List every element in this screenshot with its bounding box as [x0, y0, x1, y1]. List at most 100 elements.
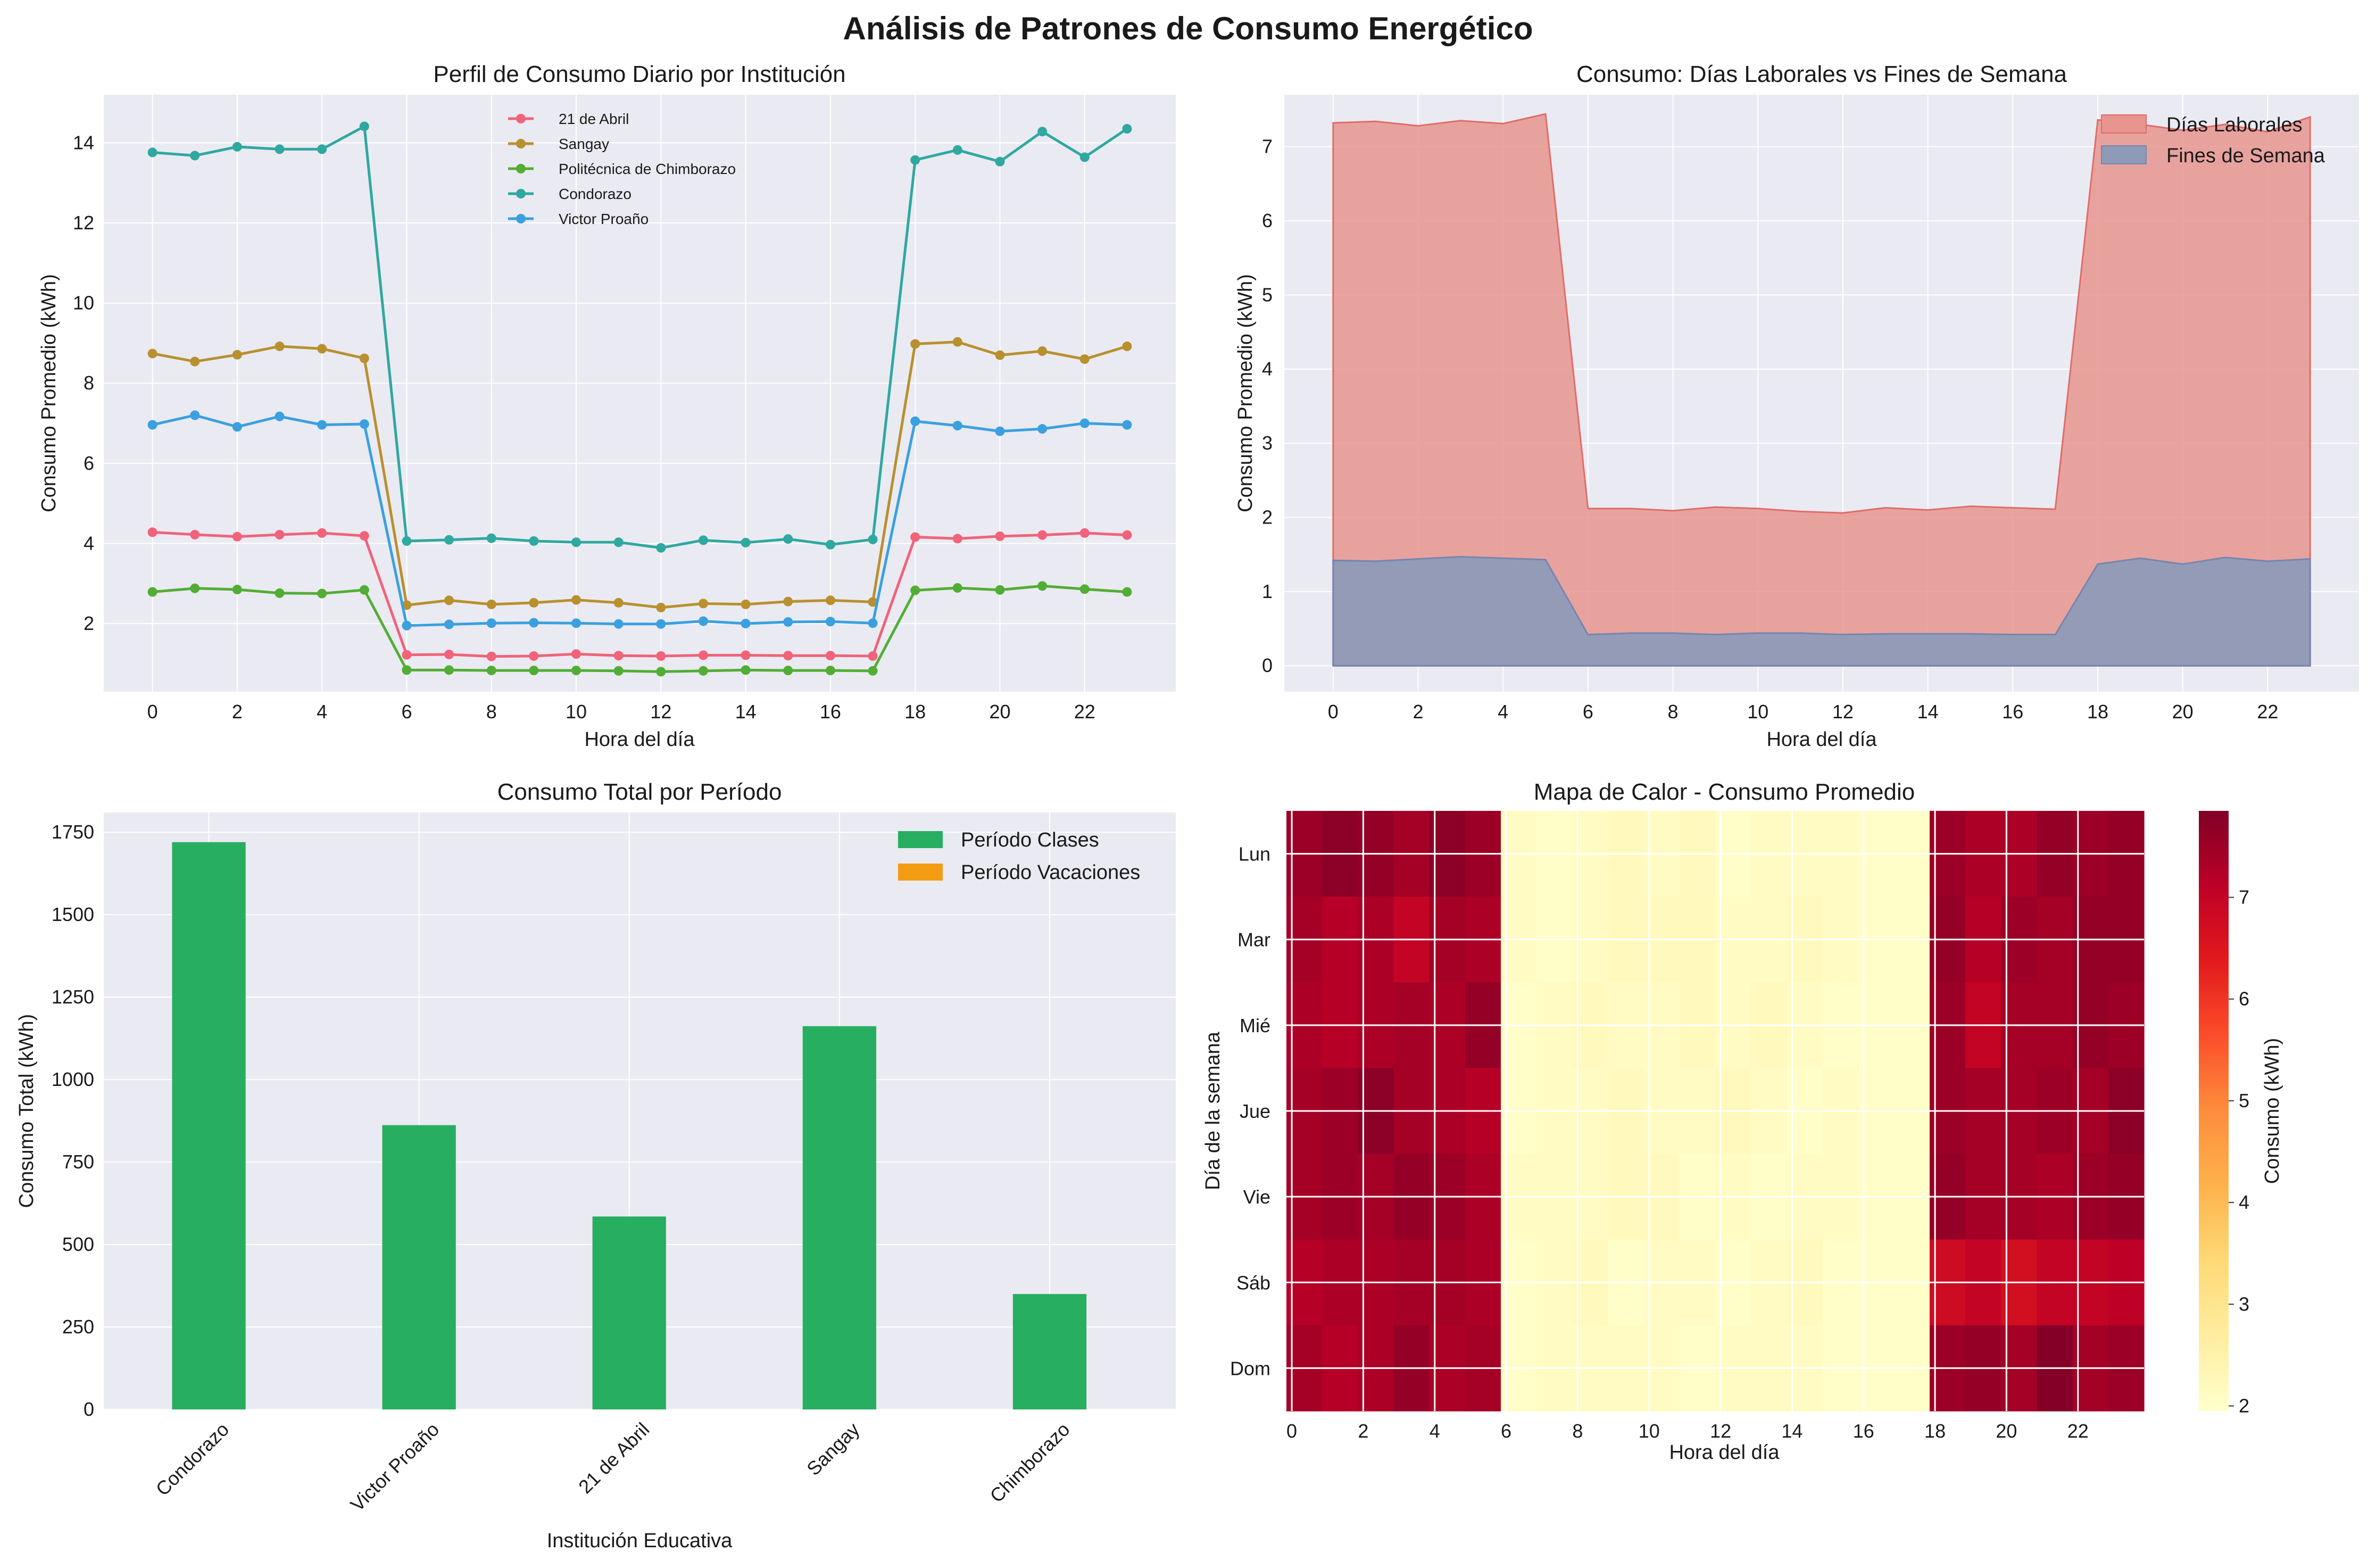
data-point — [868, 651, 878, 661]
data-point — [910, 416, 920, 426]
y-tick-label: 6 — [84, 452, 94, 474]
y-tick-label: Lun — [1239, 843, 1270, 865]
series-line — [152, 584, 1127, 673]
data-point — [275, 411, 285, 421]
legend: Días Laborales Fines de Semana — [2101, 114, 2325, 167]
data-point — [444, 595, 454, 605]
legend-marker — [516, 214, 526, 223]
data-point — [1079, 418, 1090, 428]
data-point — [275, 529, 285, 540]
x-axis-label: Hora del día — [1766, 728, 1877, 751]
x-tick-label: 16 — [1853, 1420, 1874, 1442]
data-point — [613, 619, 624, 629]
data-point — [359, 353, 369, 363]
data-point — [1122, 420, 1132, 430]
y-tick-label: Jue — [1240, 1100, 1270, 1122]
colorbar-tick-label: 7 — [2239, 886, 2249, 908]
legend: 21 de Abril Sangay Politécnica de Chimbora… — [508, 111, 736, 227]
area-series — [1332, 113, 2311, 667]
y-tick-labels: 0 1 2 3 4 5 6 7 — [1262, 136, 1273, 677]
data-point — [783, 596, 793, 607]
x-tick-label: 2 — [232, 701, 243, 723]
data-point — [275, 341, 285, 351]
data-point — [147, 420, 157, 430]
y-tick-label: 1500 — [52, 903, 94, 925]
data-point — [444, 649, 454, 659]
legend-swatch — [898, 831, 943, 848]
y-tick-label: 1250 — [52, 986, 94, 1008]
x-tick-label: 12 — [1710, 1420, 1731, 1442]
legend-label: Victor Proaño — [559, 211, 649, 227]
bar — [382, 1125, 456, 1409]
y-tick-label: 1000 — [52, 1068, 94, 1090]
y-tick-label: 8 — [84, 372, 94, 394]
legend-marker — [516, 189, 526, 198]
colorbar-label: Consumo (kWh) — [2261, 1038, 2283, 1184]
data-point — [571, 595, 581, 605]
data-point — [190, 356, 200, 367]
data-point — [868, 534, 878, 544]
data-point — [825, 540, 835, 550]
data-point — [486, 618, 496, 628]
data-point — [444, 619, 454, 629]
data-point — [359, 121, 369, 131]
y-tick-label: 4 — [1262, 358, 1273, 380]
legend-swatch — [898, 864, 943, 881]
x-tick-label: 18 — [2087, 701, 2108, 723]
legend-label: Período Clases — [961, 829, 1099, 851]
legend-swatch — [2101, 145, 2147, 164]
y-axis-label: Consumo Promedio (kWh) — [1234, 274, 1257, 512]
data-point — [1079, 152, 1090, 162]
legend-label: Condorazo — [559, 186, 632, 202]
colorbar-tick-label: 5 — [2239, 1090, 2249, 1111]
chart-title: Consumo Total por Período — [497, 779, 782, 805]
y-tick-labels: Lun Mar Mié Jue Vie Sáb Dom — [1230, 843, 1270, 1380]
data-point — [783, 666, 793, 676]
x-tick-label: 4 — [1430, 1420, 1440, 1442]
data-point — [741, 618, 751, 628]
x-axis-label: Hora del día — [1669, 1441, 1780, 1464]
data-point — [147, 587, 157, 597]
data-point — [486, 599, 496, 609]
x-tick-label: 22 — [2067, 1420, 2089, 1442]
x-tick-label: 6 — [401, 701, 412, 723]
data-point — [190, 583, 200, 593]
y-tick-label: 5 — [1262, 284, 1273, 305]
series-line — [152, 341, 1128, 609]
x-tick-label: 14 — [1917, 701, 1939, 723]
data-point — [359, 585, 369, 595]
grid — [1286, 811, 2144, 1411]
x-tick-label: 14 — [735, 701, 757, 723]
data-point — [317, 588, 327, 599]
x-tick-label: 22 — [2257, 701, 2278, 723]
x-tick-label: 10 — [1747, 701, 1768, 723]
data-point — [359, 531, 369, 541]
data-point — [868, 618, 878, 628]
x-tick-label: 12 — [650, 701, 671, 723]
data-point — [783, 651, 793, 661]
data-point — [317, 144, 327, 154]
x-tick-label: Condorazo — [152, 1418, 234, 1500]
data-point — [995, 531, 1005, 541]
legend-label: Días Laborales — [2166, 114, 2303, 136]
x-tick-label: 8 — [1668, 701, 1679, 723]
data-point — [1079, 354, 1090, 364]
x-tick-labels: 0 2 4 6 8 10 12 14 16 18 20 22 — [1328, 701, 2279, 723]
data-point — [995, 156, 1005, 167]
data-point — [868, 597, 878, 607]
data-point — [825, 666, 835, 676]
x-tick-label: 0 — [1286, 1420, 1297, 1442]
data-point — [444, 665, 454, 675]
data-point — [190, 410, 200, 420]
series-line — [152, 530, 1127, 658]
x-tick-label: 6 — [1583, 701, 1593, 723]
period-bar-chart: Condorazo Victor Proaño 21 de Abril Sangay C… — [15, 779, 1176, 1552]
legend: Período Clases Período Vacaciones — [898, 829, 1140, 884]
grid — [104, 812, 1176, 1410]
colorbar-tick-label: 2 — [2239, 1395, 2249, 1416]
x-tick-label: 10 — [1639, 1420, 1660, 1442]
y-tick-label: 2 — [84, 612, 94, 634]
data-point — [995, 426, 1005, 436]
data-point — [486, 666, 496, 676]
